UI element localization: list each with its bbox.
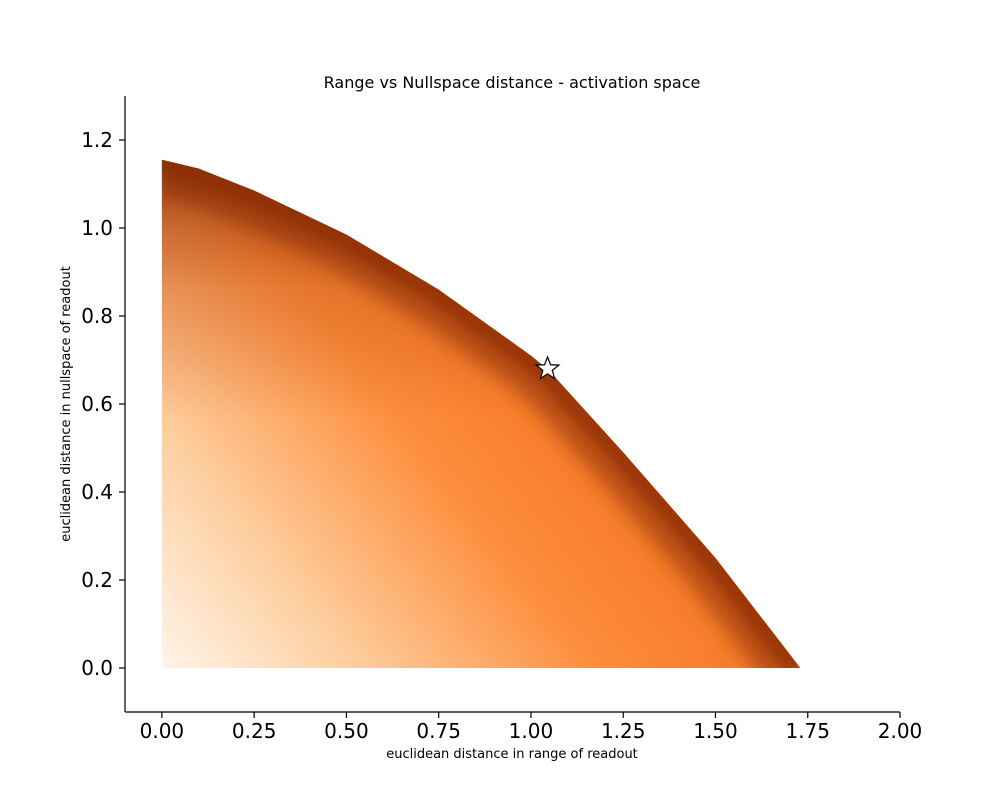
x-tick-label: 1.75	[785, 719, 830, 743]
y-tick-label: 0.8	[81, 304, 113, 328]
chart-title: Range vs Nullspace distance - activation…	[324, 73, 701, 92]
y-tick-label: 0.6	[81, 392, 113, 416]
y-tick-label: 1.0	[81, 216, 113, 240]
y-tick-label: 0.4	[81, 480, 113, 504]
x-tick-label: 1.50	[693, 719, 738, 743]
x-axis-label: euclidean distance in range of readout	[386, 747, 638, 762]
y-tick-label: 0.0	[81, 656, 113, 680]
x-ticks: 0.00 0.25 0.50 0.75 1.00 1.25 1.50 1.75 2.00	[140, 712, 923, 743]
x-tick-label: 2.00	[878, 719, 923, 743]
y-tick-label: 1.2	[81, 128, 113, 152]
y-axis-label: euclidean distance in nullspace of reado…	[59, 266, 74, 542]
x-tick-label: 0.00	[140, 719, 185, 743]
x-tick-label: 1.00	[509, 719, 554, 743]
y-ticks: 0.0 0.2 0.4 0.6 0.8 1.0 1.2	[81, 128, 125, 680]
x-tick-label: 0.25	[232, 719, 277, 743]
star-marker	[534, 355, 561, 380]
x-tick-label: 1.25	[601, 719, 646, 743]
plot-area	[161, 159, 801, 669]
x-tick-label: 0.75	[416, 719, 461, 743]
x-tick-label: 0.50	[324, 719, 369, 743]
y-tick-label: 0.2	[81, 568, 113, 592]
